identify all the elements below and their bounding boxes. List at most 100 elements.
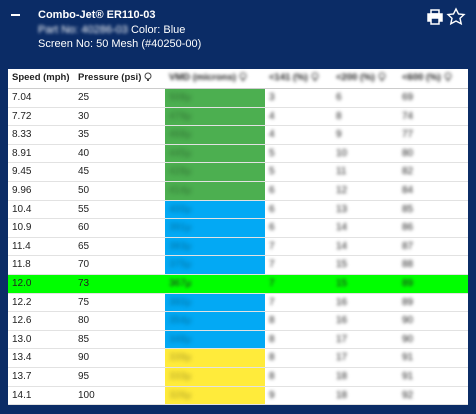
table-cell: 383μ — [165, 237, 265, 256]
table-cell: 100 — [78, 389, 95, 401]
table-cell: 10.9 — [12, 222, 32, 234]
table-cell: 6 — [269, 203, 275, 215]
table-cell: 73 — [78, 278, 90, 289]
table-cell: 479μ — [165, 107, 265, 126]
header-icons — [11, 7, 466, 26]
table-cell: 45 — [78, 166, 90, 178]
table-cell: 7 — [269, 278, 275, 289]
table-cell: 90 — [402, 333, 414, 345]
table-cell: 14 — [336, 240, 348, 252]
table-cell: 9 — [336, 129, 342, 141]
table-cell: 70 — [78, 259, 90, 271]
table-cell: 8 — [269, 333, 275, 345]
table-row: 12.0 73 367μ 7 15 89 — [8, 275, 468, 294]
info-icon[interactable] — [311, 72, 319, 82]
table-row: 13.7 95 333μ 8 18 91 — [8, 368, 468, 387]
collapse-icon[interactable] — [11, 14, 20, 16]
table-cell: 87 — [402, 240, 414, 252]
table-cell: 11.8 — [12, 259, 31, 271]
table-cell: 25 — [78, 92, 90, 103]
table-cell: 85 — [78, 333, 90, 345]
table-cell: 13.4 — [12, 352, 32, 364]
table-cell: 60 — [78, 222, 90, 234]
favorite-icon[interactable] — [446, 7, 466, 26]
table-cell: 367μ — [169, 278, 192, 289]
product-info: Part No: 40286-03 Color: Blue — [38, 24, 185, 36]
table-cell: 8 — [269, 315, 275, 327]
table-cell: 9.45 — [12, 166, 32, 178]
info-icon[interactable] — [444, 72, 452, 82]
table-cell: 339μ — [165, 349, 265, 367]
data-table: Speed (mph) Pressure (psi) VMD (microns) <1… — [8, 69, 468, 405]
table-row: 7.04 25 508μ 3 6 69 — [8, 89, 468, 108]
table-cell: 17 — [336, 333, 348, 345]
table-cell: 88 — [402, 259, 414, 271]
table-row: 13.0 85 348μ 8 17 90 — [8, 330, 468, 350]
column-header: <141 (%) — [265, 69, 332, 88]
table-cell: 360μ — [165, 293, 265, 312]
table-cell: 89 — [402, 278, 414, 289]
table-cell: 12.6 — [12, 315, 32, 327]
table-cell: 9 — [269, 389, 275, 401]
table-cell: 85 — [402, 203, 414, 215]
table-row: 13.4 90 339μ 8 17 91 — [8, 349, 468, 368]
table-cell: 11.4 — [12, 240, 31, 252]
table-row: 8.91 40 445μ 5 10 80 — [8, 144, 468, 164]
table-row: 7.72 30 479μ 4 8 74 — [8, 107, 468, 127]
table-cell: 13.0 — [12, 333, 32, 345]
table-cell: 16 — [336, 315, 348, 327]
table-row: 8.33 35 468μ 4 9 77 — [8, 126, 468, 145]
table-cell: 65 — [78, 240, 90, 252]
table-cell: 13.7 — [12, 371, 32, 382]
table-cell: 82 — [402, 166, 414, 178]
column-header: <600 (%) — [398, 69, 468, 88]
table-cell: 17 — [336, 352, 348, 364]
table-cell: 35 — [78, 129, 90, 141]
table-cell: 8.33 — [12, 129, 32, 141]
table-cell: 92 — [402, 389, 414, 401]
column-header: <200 (%) — [332, 69, 398, 88]
table-cell: 90 — [78, 352, 90, 364]
table-cell: 7 — [269, 259, 275, 271]
table-cell: 15 — [336, 278, 348, 289]
table-cell: 50 — [78, 185, 90, 196]
table-cell: 8 — [269, 371, 275, 382]
table-cell: 8 — [336, 110, 342, 122]
product-title: Combo-Jet® ER110-03 — [38, 9, 156, 21]
table-row: 12.6 80 354μ 8 16 90 — [8, 312, 468, 331]
table-cell: 12.2 — [12, 296, 32, 308]
info-icon[interactable] — [378, 72, 386, 82]
table-cell: 86 — [402, 222, 414, 234]
table-cell: 4 — [269, 129, 275, 141]
header-row: Speed (mph) Pressure (psi) VMD (microns) <1… — [8, 69, 468, 89]
table-cell: 7 — [269, 240, 275, 252]
column-header: Pressure (psi) — [74, 69, 165, 88]
table-cell: 16 — [336, 296, 348, 308]
table-cell: 11 — [336, 166, 347, 178]
table-cell: 12.0 — [12, 278, 32, 289]
table-cell: 84 — [402, 185, 414, 196]
table-row: 9.45 45 428μ 5 11 82 — [8, 163, 468, 182]
table-cell: 80 — [402, 147, 414, 159]
table-cell: 30 — [78, 110, 90, 122]
print-icon[interactable] — [427, 9, 443, 25]
table-cell: 445μ — [165, 144, 265, 163]
table-cell: 55 — [78, 203, 90, 215]
screen-number: Screen No: 50 Mesh (#40250-00) — [38, 38, 202, 50]
table-cell: 10.4 — [12, 203, 32, 215]
table-row: 11.4 65 383μ 7 14 87 — [8, 237, 468, 257]
table-cell: 6 — [269, 222, 275, 234]
table-cell: 333μ — [165, 368, 265, 386]
table-row: 12.2 75 360μ 7 16 89 — [8, 293, 468, 313]
table-cell: 8.91 — [12, 147, 32, 159]
table-cell: 4 — [269, 110, 275, 122]
table-row: 14.1 100 326μ 9 18 92 — [8, 386, 468, 405]
table-cell: 354μ — [165, 312, 265, 330]
table-cell: 3 — [269, 92, 275, 103]
info-icon[interactable] — [239, 72, 247, 82]
info-icon[interactable] — [144, 72, 152, 82]
table-cell: 14.1 — [12, 389, 32, 401]
part-number: Part No: 40286-03 — [38, 24, 128, 36]
table-cell: 10 — [336, 147, 348, 159]
table-cell: 90 — [402, 315, 414, 327]
